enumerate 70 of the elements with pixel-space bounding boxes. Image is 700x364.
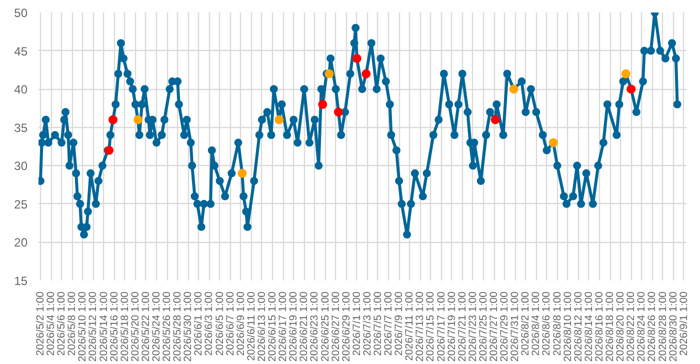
x-tick-label: 2026/6/25 1:00 <box>319 291 332 362</box>
x-tick-label: 2026/8/26 1:00 <box>646 291 658 362</box>
x-tick-label: 2026/8/16 1:00 <box>593 291 606 362</box>
x-tick-label: 2026/5/2 1:00 <box>34 291 46 356</box>
x-tick-label: 2026/6/23 1:00 <box>308 291 321 362</box>
x-tick-label: 2026/5/4 1:00 <box>45 291 58 356</box>
x-tick-label: 2026/7/13 1:00 <box>414 291 426 362</box>
y-tick-label: 35 <box>14 120 28 135</box>
x-tick-label: 2026/7/21 1:00 <box>456 291 468 362</box>
y-tick-label: 40 <box>14 82 28 97</box>
x-tick-label: 2026/6/7 1:00 <box>224 291 236 356</box>
x-tick-label: 2026/6/15 1:00 <box>266 291 279 362</box>
x-tick-label: 2026/8/12 1:00 <box>572 291 584 362</box>
x-tick-label: 2026/7/5 1:00 <box>372 291 384 356</box>
x-tick-label: 2026/5/10 1:00 <box>76 291 89 362</box>
x-tick-label: 2026/8/6 1:00 <box>540 291 553 356</box>
x-tick-label: 2026/8/28 1:00 <box>656 291 669 362</box>
x-tick-label: 2026/6/11 1:00 <box>245 291 258 361</box>
x-tick-label: 2026/7/17 1:00 <box>435 291 448 362</box>
x-tick-label: 2026/7/3 1:00 <box>361 291 374 356</box>
y-tick-label: 20 <box>14 236 28 250</box>
x-tick-label: 2026/5/20 1:00 <box>129 291 142 362</box>
x-tick-label: 2026/6/21 1:00 <box>298 291 310 362</box>
x-tick-label: 2026/8/18 1:00 <box>604 291 616 362</box>
x-tick-label: 2026/5/22 1:00 <box>140 291 152 362</box>
x-tick-label: 2026/5/28 1:00 <box>172 291 184 362</box>
x-tick-label: 2026/5/8 1:00 <box>66 291 78 356</box>
x-tick-label: 2026/6/29 1:00 <box>340 291 352 362</box>
x-tick-label: 2026/7/1 1:00 <box>350 291 363 356</box>
x-tick-label: 2026/5/6 1:00 <box>56 291 68 356</box>
x-tick-label: 2026/5/26 1:00 <box>161 291 174 362</box>
x-tick-label: 2026/5/16 1:00 <box>108 291 120 362</box>
x-tick-label: 2026/6/3 1:00 <box>203 291 216 356</box>
x-tick-label: 2026/8/8 1:00 <box>551 291 564 356</box>
y-tick-label: 30 <box>14 159 28 174</box>
x-tick-label: 2026/7/11 1:00 <box>404 291 416 361</box>
x-tick-label: 2026/8/30 1:00 <box>667 291 680 362</box>
x-tick-label: 2026/5/14 1:00 <box>98 291 110 362</box>
x-tick-label: 2026/5/24 1:00 <box>150 291 162 362</box>
x-tick-label: 2026/8/20 1:00 <box>614 291 627 362</box>
x-tick-label: 2026/6/19 1:00 <box>288 291 300 362</box>
y-tick-label: 15 <box>14 274 28 288</box>
x-tick-label: 2026/7/29 1:00 <box>498 291 511 362</box>
x-tick-label: 2026/7/25 1:00 <box>477 291 490 362</box>
x-tick-label: 2026/7/23 1:00 <box>466 291 479 362</box>
x-tick-label: 2026/5/30 1:00 <box>182 291 194 362</box>
x-tick-label: 2026/7/7 1:00 <box>382 291 395 356</box>
x-tick-label: 2026/7/9 1:00 <box>393 291 406 356</box>
x-tick-label: 2026/8/14 1:00 <box>582 291 595 362</box>
x-tick-label: 2026/8/10 1:00 <box>562 291 574 362</box>
x-tick-label: 2026/7/31 1:00 <box>509 291 522 362</box>
x-tick-label: 2026/8/24 1:00 <box>636 291 648 362</box>
x-tick-label: 2026/7/19 1:00 <box>446 291 458 362</box>
x-tick-label: 2026/6/27 1:00 <box>330 291 342 362</box>
x-tick-label: 2026/6/1 1:00 <box>192 291 205 356</box>
x-tick-label: 2026/6/9 1:00 <box>234 291 247 356</box>
x-tick-label: 2026/8/2 1:00 <box>520 291 532 356</box>
x-tick-label: 2026/9/1 1:00 <box>678 291 690 356</box>
y-tick-label: 25 <box>14 197 28 212</box>
x-tick-label: 2026/5/18 1:00 <box>118 291 131 362</box>
x-tick-label: 2026/6/17 1:00 <box>277 291 290 362</box>
y-tick-label: 45 <box>14 44 28 58</box>
x-tick-label: 2026/7/27 1:00 <box>488 291 500 362</box>
x-tick-label: 2026/8/22 1:00 <box>625 291 638 362</box>
x-tick-label: 2026/7/15 1:00 <box>424 291 437 362</box>
x-tick-label: 2026/8/4 1:00 <box>530 291 542 356</box>
y-tick-label: 50 <box>14 6 28 20</box>
x-tick-label: 2026/6/5 1:00 <box>214 291 226 356</box>
x-tick-label: 2026/6/13 1:00 <box>256 291 268 362</box>
x-tick-label: 2026/5/12 1:00 <box>87 291 100 362</box>
